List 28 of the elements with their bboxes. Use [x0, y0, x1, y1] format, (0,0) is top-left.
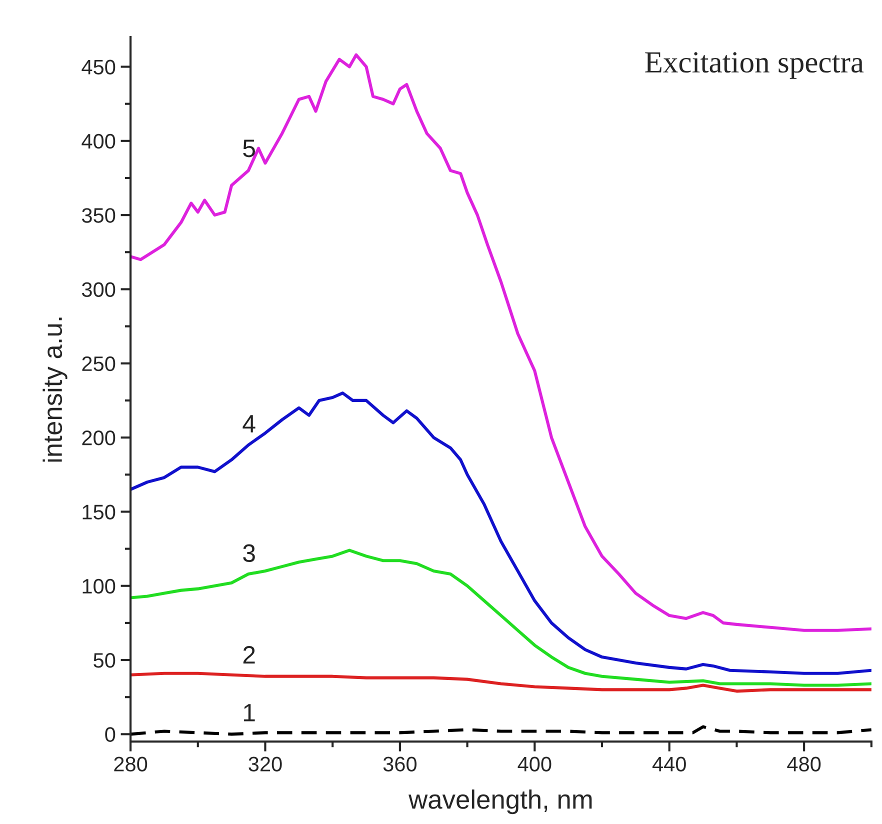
series-label: 1	[244, 704, 255, 722]
y-tick-label: 300	[82, 282, 116, 297]
x-tick-label: 360	[383, 756, 417, 772]
y-tick-label: 350	[82, 208, 116, 223]
y-tick-label: 150	[82, 504, 116, 520]
x-tick-label: 480	[787, 756, 821, 772]
x-tick-label: 280	[114, 756, 148, 772]
line-series	[130, 672, 872, 693]
y-tick-label: 200	[82, 430, 116, 446]
y-axis-title: intensity a.u.	[42, 318, 68, 462]
x-tick-label: 320	[248, 756, 282, 772]
line-series	[130, 53, 872, 632]
series-label: 4	[242, 415, 256, 432]
series-label: 2	[243, 646, 255, 664]
y-tick-label: 400	[82, 134, 116, 149]
y-tick-label: 0	[105, 727, 116, 742]
line-series	[130, 392, 872, 675]
x-tick-label: 440	[652, 756, 686, 772]
series-label: 3	[243, 544, 255, 562]
x-tick-label: 400	[518, 756, 552, 772]
annotation: Excitation spectra	[645, 52, 864, 79]
y-tick-label: 50	[94, 653, 116, 668]
line-series	[130, 725, 872, 736]
x-axis-title: wavelength, nm	[408, 789, 592, 814]
y-tick-label: 450	[82, 60, 116, 74]
series-label: 5	[243, 140, 255, 158]
y-tick-label: 100	[82, 578, 116, 594]
y-tick-label: 250	[82, 356, 116, 372]
